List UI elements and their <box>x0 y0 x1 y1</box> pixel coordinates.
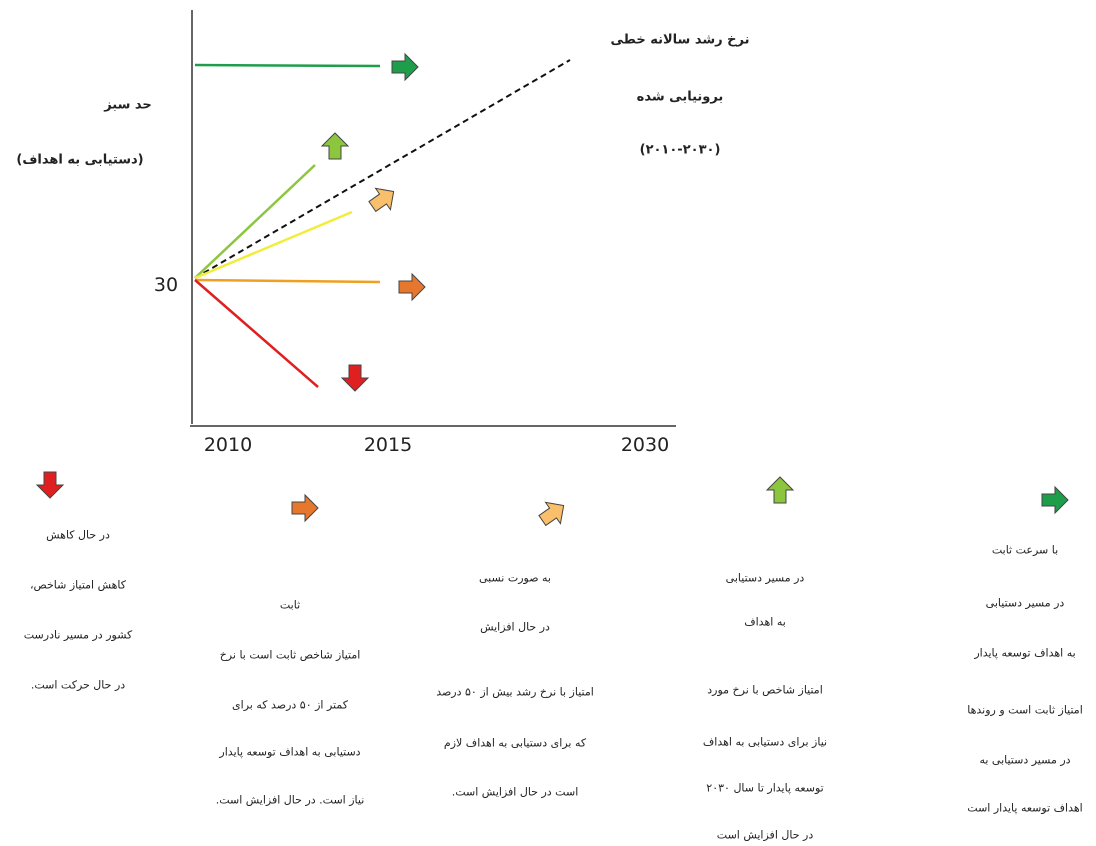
label: 2015 <box>363 434 413 456</box>
label: توسعه پایدار تا سال ۲۰۳۰ <box>706 781 824 795</box>
label: 30 <box>153 274 179 296</box>
label: برونیابی شده <box>636 89 724 105</box>
label: در مسیر دستیابی <box>725 571 805 585</box>
arrow-icon <box>35 471 65 499</box>
arrow-icon <box>398 272 426 302</box>
label: (دستیابی به اهداف) <box>16 152 144 168</box>
label: در حال کاهش <box>46 528 110 542</box>
label: کاهش امتیاز شاخص، <box>29 578 127 592</box>
label: (۲۰۱۰-۲۰۳۰) <box>639 142 721 158</box>
label: است در حال افزایش است. <box>451 785 579 799</box>
label: به اهداف توسعه پایدار <box>974 646 1076 660</box>
red-line <box>194 279 319 388</box>
label: 2030 <box>620 434 670 456</box>
arrow-icon <box>340 364 370 392</box>
label: در حال حرکت است. <box>30 678 126 692</box>
label: امتیاز ثابت است و روندها <box>967 703 1083 717</box>
light-green-line <box>194 164 316 279</box>
label: در حال افزایش <box>480 620 550 634</box>
arrow-icon <box>368 187 395 213</box>
label: با سرعت ثابت <box>991 543 1059 557</box>
label: نیاز برای دستیابی به اهداف <box>702 735 828 749</box>
label: دستیابی به اهداف توسعه پایدار <box>219 745 361 759</box>
label: در حال افزایش است <box>716 828 814 842</box>
label: کمتر از ۵۰ درصد که برای <box>232 698 348 712</box>
arrow-icon <box>1041 485 1069 515</box>
label: در مسیر دستیابی <box>985 596 1065 610</box>
green-line <box>194 63 381 68</box>
label: که برای دستیابی به اهداف لازم <box>443 736 587 750</box>
label: به اهداف <box>744 615 786 629</box>
arrow-icon <box>391 52 419 82</box>
label: ثابت <box>279 598 301 612</box>
label: امتیاز شاخص ثابت است با نرخ <box>219 648 361 662</box>
yellow-line <box>194 210 353 280</box>
label: اهداف توسعه پایدار است <box>967 801 1083 815</box>
arrow-icon <box>320 132 350 160</box>
arrow-icon <box>291 493 319 523</box>
label: 2010 <box>203 434 253 456</box>
label: کشور در مسیر نادرست <box>23 628 133 642</box>
label: امتیاز شاخص با نرخ مورد <box>707 683 823 697</box>
arrow-icon <box>538 501 565 527</box>
dashed-trend <box>194 59 571 279</box>
label: به صورت نسبی <box>478 571 552 585</box>
label: حد سبز <box>104 97 152 113</box>
label: امتیاز با نرخ رشد بیش از ۵۰ درصد <box>436 685 594 699</box>
orange-line <box>194 278 381 284</box>
label: نیاز است. در حال افزایش است. <box>215 793 365 807</box>
label: نرخ رشد سالانه خطی <box>610 32 750 48</box>
arrow-icon <box>765 476 795 504</box>
label: در مسیر دستیابی به <box>979 753 1071 767</box>
